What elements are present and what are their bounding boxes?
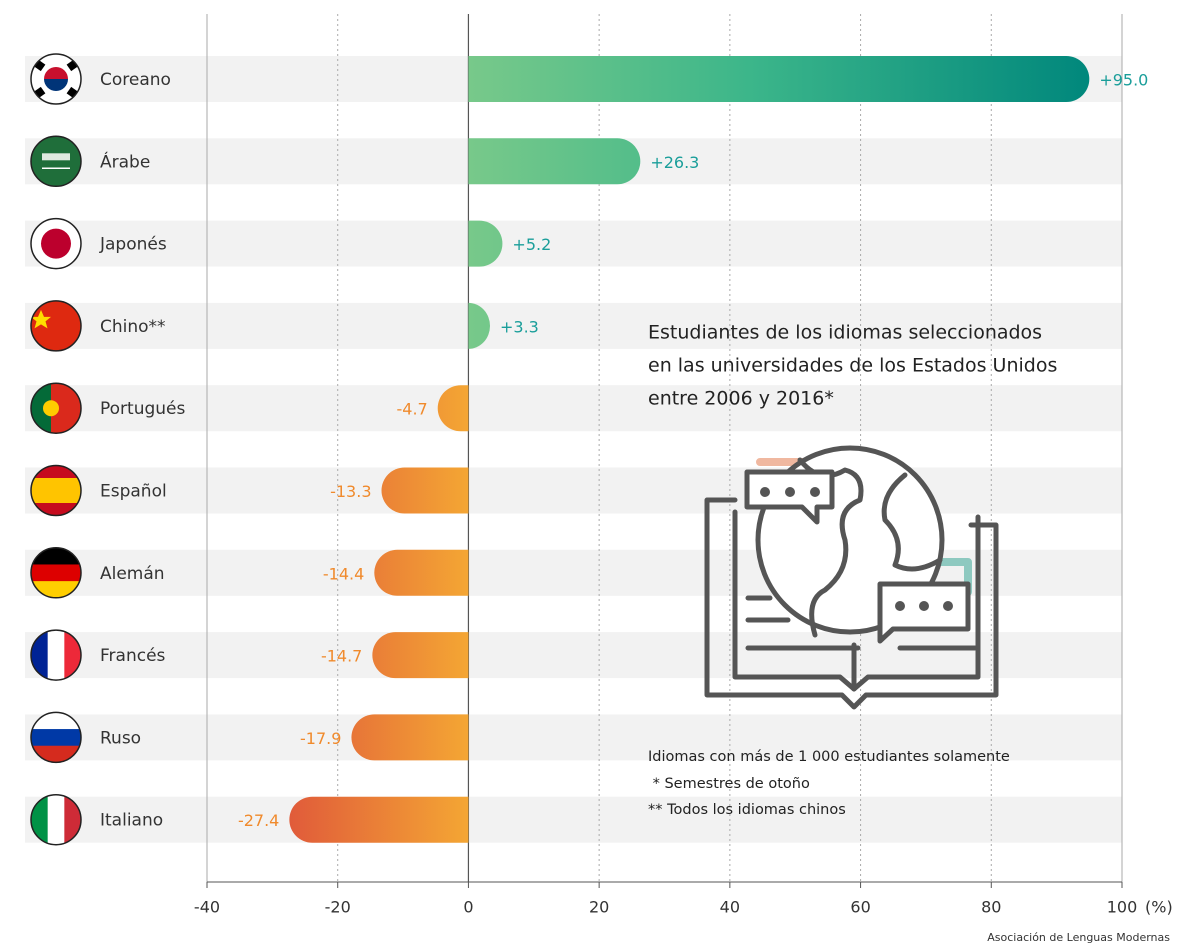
flag-stripe	[31, 745, 81, 763]
x-tick-label: 0	[463, 898, 473, 917]
value-label: -14.4	[323, 564, 364, 583]
flag-outline	[30, 547, 82, 599]
flag-outline	[30, 53, 82, 105]
row-band	[25, 385, 1122, 432]
x-axis-label: (%)	[1145, 898, 1173, 917]
bar	[351, 714, 469, 761]
category-label: Español	[100, 482, 167, 502]
book-globe-icon	[704, 445, 999, 710]
bar	[381, 467, 469, 514]
x-tick-label: 100	[1107, 898, 1138, 917]
flag-script	[42, 153, 70, 161]
flag-outline	[30, 300, 82, 352]
bar	[374, 549, 469, 596]
bar	[289, 796, 469, 843]
flag-stripe	[31, 794, 49, 845]
value-label: -17.9	[300, 729, 341, 748]
value-label: +26.3	[650, 153, 699, 172]
bar	[468, 302, 490, 349]
flag-stripe	[64, 630, 81, 681]
flag	[31, 136, 81, 187]
x-tick-label: 80	[981, 898, 1001, 917]
flag-stripe	[31, 478, 81, 504]
value-label: +5.2	[512, 235, 551, 254]
title-line: entre 2006 y 2016*	[648, 388, 834, 410]
row-band	[25, 632, 1122, 679]
category-label: Árabe	[100, 150, 150, 172]
row-band	[25, 302, 1122, 349]
category-label: Ruso	[100, 728, 141, 748]
note: ** Todos los idiomas chinos	[648, 802, 846, 818]
category-label: Coreano	[100, 70, 171, 90]
title-line: en las universidades de los Estados Unid…	[648, 355, 1057, 377]
flag	[31, 794, 81, 845]
flag	[31, 712, 81, 763]
flag-stripe	[31, 564, 81, 582]
flag-star	[31, 309, 51, 329]
flag	[31, 218, 81, 269]
flag-stripe	[31, 712, 81, 730]
flag-stripe	[31, 630, 49, 681]
row-band	[25, 796, 1122, 843]
bar	[468, 138, 641, 185]
row-band	[25, 714, 1122, 761]
bar	[468, 56, 1090, 102]
title-line: Estudiantes de los idiomas seleccionados	[648, 322, 1042, 344]
flag-outline	[30, 135, 82, 188]
x-tick-label: -40	[194, 898, 220, 917]
flag	[31, 630, 81, 681]
flag	[31, 300, 81, 351]
flag-stripe	[31, 547, 81, 565]
category-label: Portugués	[100, 399, 186, 419]
flag-outline	[30, 629, 82, 681]
flag	[31, 547, 81, 598]
row-band	[25, 467, 1122, 514]
x-tick-label: -20	[325, 898, 351, 917]
flag-outline	[30, 464, 82, 517]
bar	[468, 220, 503, 267]
flag-outline	[30, 382, 82, 434]
flag-outline	[30, 793, 82, 846]
flag-stripe	[47, 630, 65, 681]
bar	[372, 632, 469, 679]
value-label: -4.7	[396, 400, 427, 419]
flag-stripe	[31, 383, 52, 434]
value-label: -27.4	[238, 811, 279, 830]
category-label: Italiano	[100, 811, 163, 831]
flag-dot	[44, 67, 68, 79]
x-tick-label: 40	[720, 898, 740, 917]
flag-stripe	[47, 794, 65, 845]
value-label: -14.7	[321, 647, 362, 666]
flag-field	[31, 300, 81, 351]
flag-dot	[41, 228, 71, 259]
flag-stripe	[64, 794, 81, 845]
row-band	[25, 220, 1122, 267]
flag-dot	[44, 79, 68, 91]
category-label: Chino**	[100, 317, 166, 337]
flag-outline	[30, 217, 82, 270]
flag-stripe	[31, 581, 81, 598]
flag-dot	[43, 400, 59, 417]
category-label: Japonés	[99, 235, 167, 255]
x-tick-label: 60	[850, 898, 870, 917]
bar	[437, 385, 469, 432]
flag-outline	[30, 711, 82, 764]
category-label: Francés	[100, 646, 166, 666]
value-label: -13.3	[330, 482, 371, 501]
note: * Semestres de otoño	[648, 776, 810, 792]
flag-stripe	[31, 729, 81, 747]
value-label: +95.0	[1099, 71, 1148, 90]
x-tick-label: 20	[589, 898, 609, 917]
note: Idiomas con más de 1 000 estudiantes sol…	[648, 749, 1010, 765]
category-label: Alemán	[100, 564, 165, 584]
source: Asociación de Lenguas Modernas	[987, 931, 1170, 944]
value-label: +3.3	[500, 317, 539, 336]
flag-field	[31, 136, 81, 187]
